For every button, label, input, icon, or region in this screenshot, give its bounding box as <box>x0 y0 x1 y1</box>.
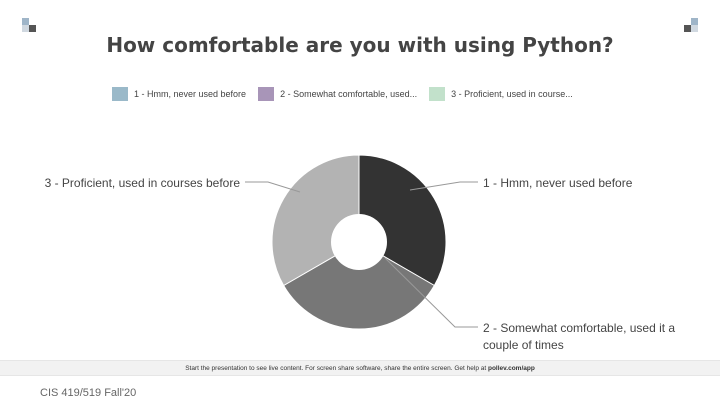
legend-swatch-2 <box>258 87 275 101</box>
slide-footer: CIS 419/519 Fall'20 <box>40 387 137 399</box>
slice-label-2-line1: 2 - Somewhat comfortable, used it a <box>483 321 675 335</box>
slice-label-2-line2: couple of times <box>483 338 564 352</box>
donut-hole <box>331 214 387 270</box>
legend-swatch-3 <box>429 87 446 101</box>
legend-label-3: 3 - Proficient, used in course... <box>451 89 573 99</box>
leader-line-2 <box>384 257 478 328</box>
legend-item-2: 2 - Somewhat comfortable, used... <box>258 87 417 101</box>
leader-line-3 <box>245 181 301 193</box>
chart-legend: 1 - Hmm, never used before 2 - Somewhat … <box>112 86 585 102</box>
instructions-text: Start the presentation to see live conte… <box>185 364 487 372</box>
slide-title: How comfortable are you with using Pytho… <box>106 33 614 57</box>
legend-item-3: 3 - Proficient, used in course... <box>429 87 573 101</box>
leader-line-1 <box>409 181 478 191</box>
legend-item-1: 1 - Hmm, never used before <box>112 87 246 101</box>
presentation-instructions-bar: Start the presentation to see live conte… <box>0 360 720 376</box>
help-link[interactable]: pollev.com/app <box>487 364 535 372</box>
legend-label-2: 2 - Somewhat comfortable, used... <box>280 89 418 99</box>
legend-label-1: 1 - Hmm, never used before <box>134 89 247 99</box>
slice-label-1: 1 - Hmm, never used before <box>483 176 633 190</box>
slice-label-3: 3 - Proficient, used in courses before <box>45 176 241 190</box>
pie-slice-2 <box>282 241 436 330</box>
legend-swatch-1 <box>112 87 128 101</box>
